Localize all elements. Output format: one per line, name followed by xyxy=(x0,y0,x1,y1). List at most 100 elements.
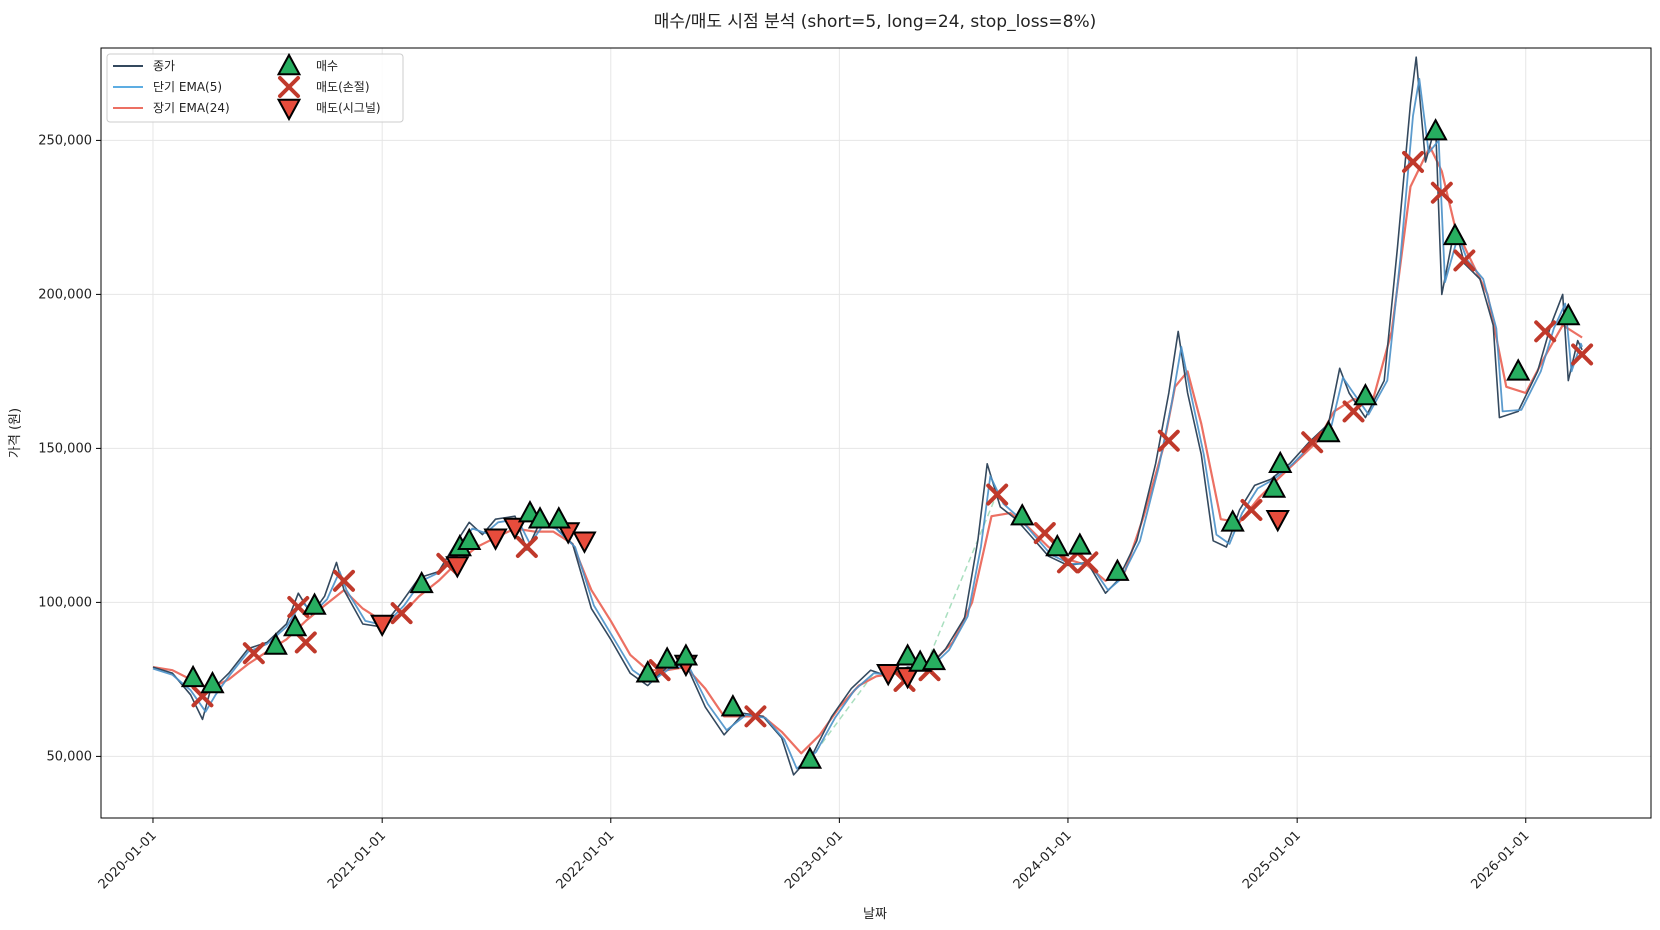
stop-loss-x-stroke xyxy=(744,705,767,728)
y-tick-label: 150,000 xyxy=(38,441,92,456)
stop-loss-x-stroke xyxy=(1430,181,1453,204)
stop-loss-x-stroke xyxy=(242,642,265,665)
stop-loss-sell-marker xyxy=(1571,343,1594,366)
signal-sell-marker xyxy=(572,531,597,554)
stop-loss-x-stroke xyxy=(515,535,538,558)
trade-link-line xyxy=(809,672,875,760)
signal-sell-marker xyxy=(445,556,470,579)
buy-marker xyxy=(302,592,327,615)
plot-area xyxy=(152,56,1594,776)
buy-marker xyxy=(527,506,553,529)
stop-loss-x-stroke xyxy=(1342,400,1365,423)
buy-marker xyxy=(1105,558,1130,581)
plot-content xyxy=(152,56,1594,776)
stop-loss-sell-marker xyxy=(294,631,317,654)
y-axis-title: 가격 (원) xyxy=(8,408,23,458)
legend-stop-loss-swatch xyxy=(278,76,300,98)
legend-label: 매수 xyxy=(316,59,338,73)
legend-label: 단기 EMA(5) xyxy=(153,80,222,94)
buy-marker xyxy=(1261,475,1287,498)
buy-marker xyxy=(546,506,571,529)
stop-loss-x-stroke xyxy=(1571,343,1594,366)
signal-sell-marker xyxy=(1265,509,1290,533)
legend-buy-swatch xyxy=(276,52,302,76)
stop-loss-sell-marker xyxy=(242,642,265,665)
stop-loss-sell-marker xyxy=(1240,499,1263,521)
stop-loss-sell-marker xyxy=(515,535,538,558)
stop-loss-sell-marker xyxy=(1076,551,1099,574)
stop-loss-x-stroke xyxy=(986,483,1009,506)
signal-sell-marker xyxy=(483,528,508,551)
stop-loss-sell-marker xyxy=(1301,431,1324,454)
buy-marker xyxy=(1316,419,1341,443)
stop-loss-sell-marker xyxy=(986,483,1009,506)
signal-sell-marker xyxy=(370,614,395,638)
buy-marker xyxy=(635,660,660,683)
buy-marker xyxy=(263,632,288,655)
stop-loss-x-stroke xyxy=(1301,431,1324,454)
buy-marker xyxy=(797,746,823,769)
legend-label: 매도(손절) xyxy=(316,80,370,94)
stop-loss-x-stroke xyxy=(332,569,355,592)
stop-loss-sell-marker xyxy=(1534,320,1557,343)
stop-loss-sell-marker xyxy=(332,569,355,592)
stop-loss-x-stroke xyxy=(1534,320,1557,343)
stop-loss-sell-marker xyxy=(1430,181,1453,204)
buy-marker xyxy=(457,527,482,551)
stop-loss-sell-marker xyxy=(1033,522,1056,545)
stop-loss-sell-marker xyxy=(1453,249,1476,272)
stop-loss-sell-marker xyxy=(1157,429,1180,452)
stop-loss-sell-marker xyxy=(1402,150,1425,173)
stop-loss-x-stroke xyxy=(390,602,413,625)
buy-marker xyxy=(180,664,206,688)
buy-marker xyxy=(1010,503,1035,526)
stop-loss-x-stroke xyxy=(1056,551,1079,574)
stop-loss-sell-marker xyxy=(1056,551,1079,574)
y-tick-label: 100,000 xyxy=(38,595,92,610)
y-tick-label: 250,000 xyxy=(38,133,92,148)
y-tick-label: 200,000 xyxy=(38,287,92,302)
close-price-line xyxy=(152,56,1583,776)
buy-marker xyxy=(673,643,699,666)
stop-loss-x-stroke xyxy=(294,631,317,654)
buy-marker xyxy=(895,643,920,666)
plot-frame xyxy=(100,47,1652,819)
short-ema-line xyxy=(152,77,1583,770)
x-axis-title: 날짜 xyxy=(863,907,887,922)
stop-loss-x-stroke xyxy=(1157,429,1180,452)
buy-marker xyxy=(1067,532,1092,555)
legend-label: 종가 xyxy=(153,59,175,73)
buy-marker xyxy=(1442,222,1468,246)
legend-box xyxy=(106,53,404,123)
signal-sell-marker xyxy=(895,667,920,690)
buy-marker xyxy=(1556,302,1581,326)
signal-sell-marker xyxy=(502,517,528,541)
buy-marker xyxy=(200,670,225,694)
stop-loss-x-stroke xyxy=(1240,499,1263,521)
stop-loss-x-stroke xyxy=(287,596,310,619)
grid-lines xyxy=(101,48,1651,818)
buy-marker xyxy=(409,570,434,594)
buy-marker xyxy=(1423,118,1448,141)
stop-loss-sell-marker xyxy=(1342,400,1365,423)
stop-loss-sell-marker xyxy=(390,602,413,625)
buy-marker xyxy=(283,613,308,637)
stop-loss-x-stroke xyxy=(1076,551,1099,574)
buy-marker xyxy=(655,646,680,669)
buy-marker xyxy=(1268,450,1293,474)
chart-title: 매수/매도 시점 분석 (short=5, long=24, stop_loss… xyxy=(654,12,1097,32)
stop-loss-x-stroke xyxy=(1033,522,1056,545)
legend-label: 매도(시그널) xyxy=(316,101,381,115)
buy-marker xyxy=(1353,382,1378,406)
stop-loss-x-stroke xyxy=(1453,249,1476,272)
buy-marker xyxy=(921,647,947,671)
stop-loss-sell-marker xyxy=(744,705,767,728)
buy-marker xyxy=(720,694,746,717)
buy-marker xyxy=(1045,533,1070,557)
legend-signal-sell-swatch xyxy=(276,98,302,122)
signal-sell-marker xyxy=(876,663,901,687)
legend-label: 장기 EMA(24) xyxy=(153,101,230,115)
